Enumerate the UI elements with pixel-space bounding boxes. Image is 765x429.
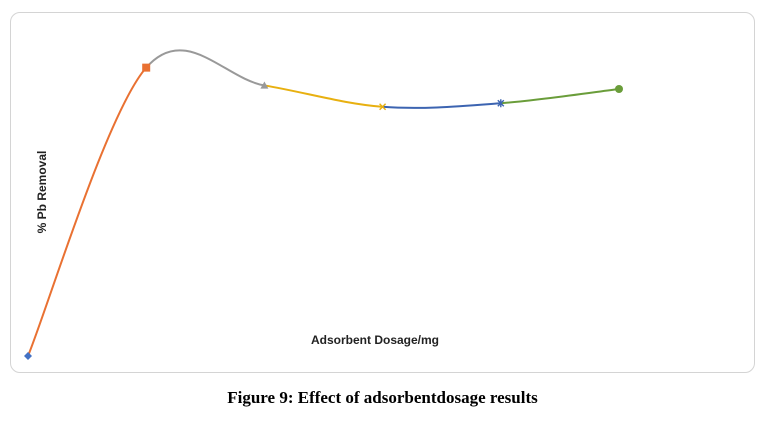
data-point-6 bbox=[615, 85, 623, 93]
line-segment-1 bbox=[27, 66, 148, 357]
data-point-5 bbox=[497, 99, 505, 108]
y-axis-label: % Pb Removal bbox=[35, 150, 49, 234]
line-segment-5 bbox=[499, 88, 620, 105]
data-point-1 bbox=[24, 352, 32, 360]
line-segment-3 bbox=[263, 84, 384, 108]
x-axis-label: Adsorbent Dosage/mg bbox=[310, 333, 440, 347]
line-segments bbox=[27, 49, 620, 357]
data-point-2 bbox=[142, 63, 151, 72]
data-point-4 bbox=[379, 103, 387, 111]
line-segment-2 bbox=[145, 49, 266, 87]
data-point-3 bbox=[260, 81, 269, 89]
data-markers bbox=[24, 63, 623, 360]
chart-frame bbox=[10, 12, 755, 373]
line-segment-4 bbox=[381, 102, 502, 109]
figure-caption: Figure 9: Effect of adsorbentdosage resu… bbox=[227, 388, 538, 407]
